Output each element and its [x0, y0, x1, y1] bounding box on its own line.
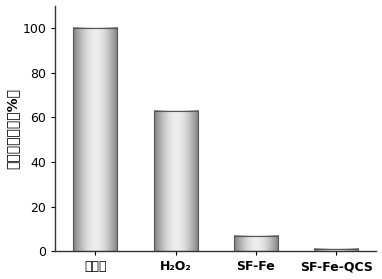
Bar: [314, 249, 358, 251]
Bar: [154, 110, 198, 251]
Bar: [234, 236, 278, 251]
Bar: [73, 28, 118, 251]
Y-axis label: 相对细菌数量（%）: 相对细菌数量（%）: [6, 88, 19, 169]
